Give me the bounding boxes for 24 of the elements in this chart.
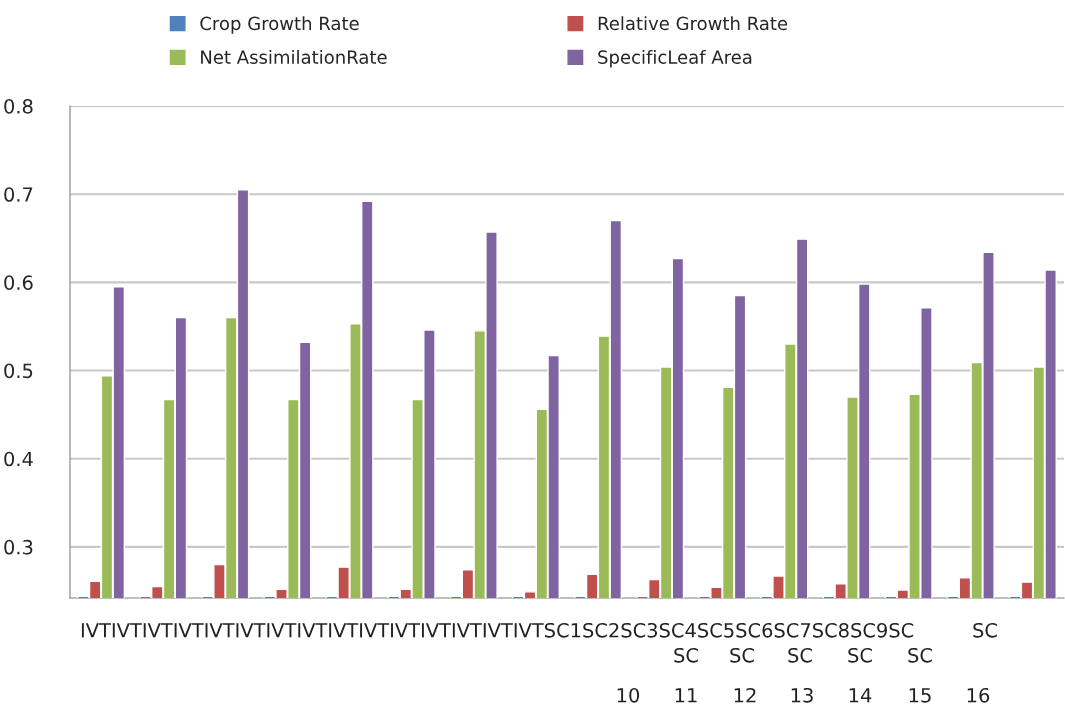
y-tick-label: 0.7 (4, 187, 33, 202)
text: 11 (675, 688, 697, 703)
text: 10 (617, 687, 640, 703)
y-tick-label: 0.8 (4, 98, 33, 114)
y-tick-label: 0.5 (4, 363, 33, 379)
y-tick-label: 0.4 (4, 451, 33, 467)
text: 13 (791, 687, 813, 703)
text: SC (788, 647, 812, 663)
text: 15 (909, 688, 931, 703)
text: SC (674, 647, 698, 663)
text: SC (848, 647, 872, 663)
legend-label: Relative Growth Rate (598, 16, 788, 31)
text: 12 (734, 687, 756, 703)
legend-label: Net AssimilationRate (201, 49, 387, 64)
legend-label: SpecificLeaf Area (598, 49, 752, 68)
text: SC (973, 622, 997, 638)
y-tick-label: 0.6 (4, 275, 33, 291)
text: SC (730, 647, 754, 663)
text: 16 (967, 687, 990, 703)
text: IVTIVTIVTIVTIVTIVTIVTIVTIVTIVTIVTIVTIVTIVTIVTSC1SC2SC3SC4SC5SC6SC7SC8SC9SC (81, 622, 914, 638)
text: SC (908, 647, 932, 663)
text: 14 (849, 688, 872, 703)
legend-label: Crop Growth Rate (200, 16, 359, 34)
y-tick-label: 0.3 (4, 539, 33, 555)
